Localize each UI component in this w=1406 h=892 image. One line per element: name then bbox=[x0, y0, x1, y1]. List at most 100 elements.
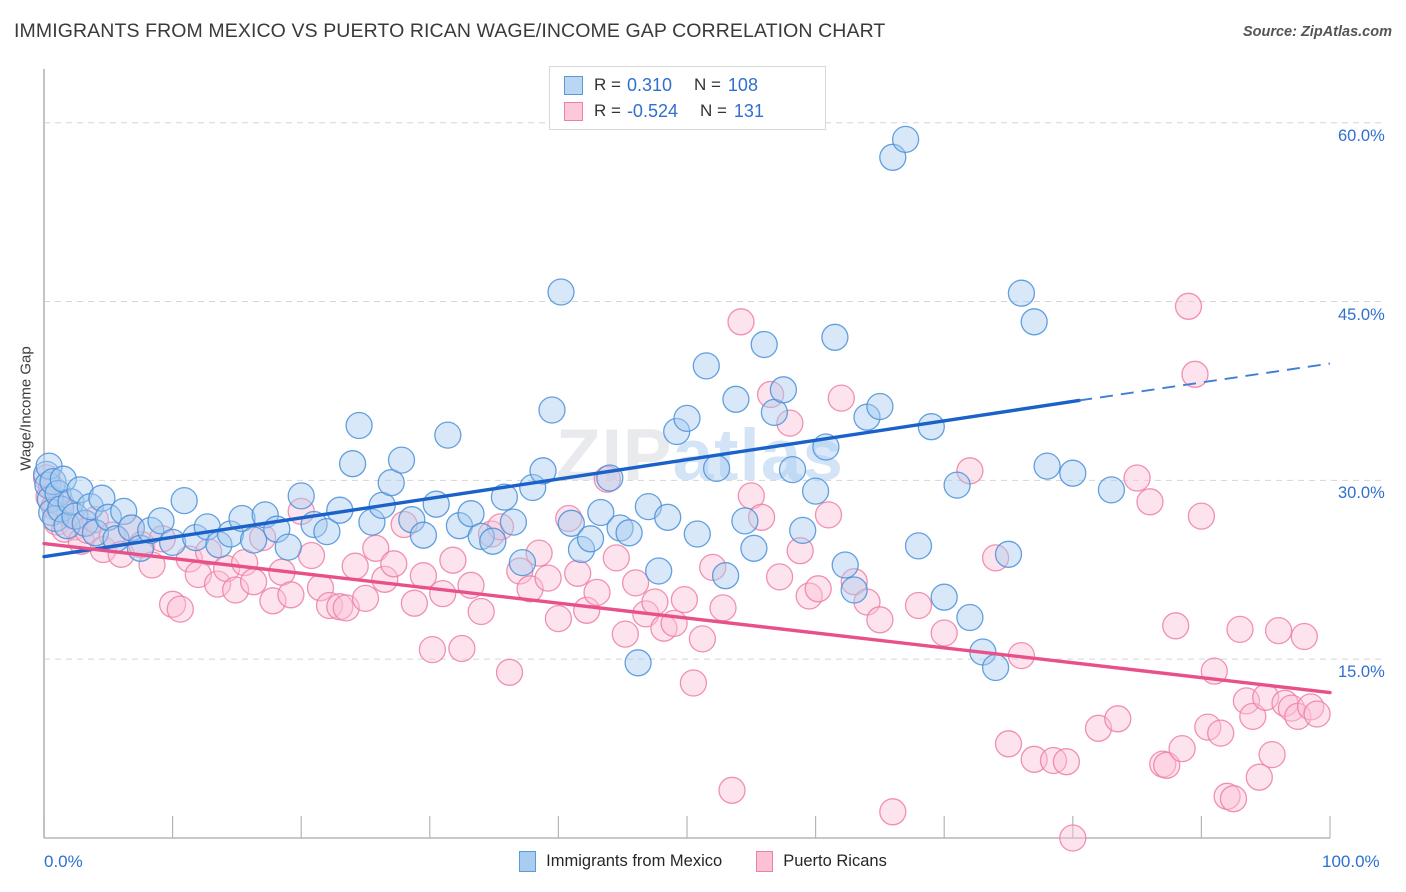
data-point bbox=[624, 649, 652, 677]
data-point bbox=[943, 471, 971, 499]
data-point bbox=[445, 512, 474, 540]
data-point bbox=[1239, 702, 1267, 731]
data-point bbox=[345, 411, 373, 440]
legend-swatch-puertorican bbox=[564, 101, 583, 121]
legend-r-label-puertorican: R = bbox=[594, 101, 621, 120]
data-point bbox=[1033, 452, 1061, 480]
data-point bbox=[49, 465, 77, 493]
data-point bbox=[573, 596, 601, 624]
data-point bbox=[434, 421, 462, 449]
data-point bbox=[747, 503, 776, 531]
data-point bbox=[1020, 308, 1048, 336]
series-legend-item-puertorican[interactable]: Puerto Ricans bbox=[756, 850, 887, 872]
data-point bbox=[917, 413, 945, 441]
y-axis-tick-label: 15.0% bbox=[1338, 663, 1385, 682]
data-point bbox=[147, 507, 175, 535]
data-point bbox=[1258, 740, 1286, 769]
series-legend-item-mexico[interactable]: Immigrants from Mexico bbox=[519, 850, 722, 872]
data-point bbox=[891, 125, 920, 154]
data-point bbox=[479, 527, 507, 555]
data-point bbox=[683, 520, 711, 548]
legend-n-value-puertorican: 131 bbox=[733, 100, 764, 121]
data-point bbox=[1194, 713, 1222, 741]
data-point bbox=[776, 409, 804, 437]
data-point bbox=[1219, 785, 1248, 813]
data-point bbox=[801, 477, 830, 505]
legend-r-label-mexico: R = bbox=[594, 75, 621, 94]
data-point bbox=[866, 606, 894, 634]
trend-line-extension bbox=[1079, 362, 1331, 402]
data-point bbox=[641, 588, 669, 616]
data-point bbox=[380, 550, 408, 578]
data-point bbox=[981, 653, 1010, 682]
data-point bbox=[1187, 502, 1216, 530]
series-label-puertorican: Puerto Ricans bbox=[783, 851, 887, 870]
data-point bbox=[66, 476, 94, 504]
data-point bbox=[621, 569, 650, 597]
legend-n-label-puertorican: N = bbox=[699, 101, 727, 120]
data-point bbox=[673, 404, 701, 433]
data-point bbox=[692, 352, 720, 380]
data-point bbox=[866, 392, 894, 421]
data-point bbox=[274, 533, 302, 561]
data-point bbox=[239, 526, 268, 554]
data-point bbox=[499, 508, 528, 536]
y-axis-tick-label: 60.0% bbox=[1338, 126, 1385, 145]
data-point bbox=[429, 579, 457, 608]
data-point bbox=[71, 509, 99, 537]
data-point bbox=[567, 535, 596, 564]
data-point bbox=[137, 516, 165, 545]
data-point bbox=[699, 553, 727, 582]
data-point bbox=[930, 619, 958, 647]
data-point bbox=[400, 589, 429, 617]
data-point bbox=[358, 508, 386, 536]
data-point bbox=[1136, 488, 1164, 516]
data-point bbox=[158, 590, 187, 618]
data-point bbox=[1181, 360, 1209, 388]
legend-n-value-mexico: 108 bbox=[727, 74, 758, 95]
data-point bbox=[170, 486, 198, 515]
data-point bbox=[166, 595, 194, 623]
page-title: IMMIGRANTS FROM MEXICO VS PUERTO RICAN W… bbox=[14, 20, 886, 42]
data-point bbox=[544, 604, 573, 633]
data-point bbox=[795, 582, 823, 610]
data-point bbox=[477, 520, 506, 548]
data-point bbox=[287, 482, 315, 510]
series-swatch-mexico bbox=[519, 850, 537, 872]
y-axis-tick-label: 45.0% bbox=[1338, 305, 1385, 324]
data-point bbox=[439, 546, 467, 574]
data-point bbox=[702, 454, 731, 483]
data-point bbox=[814, 501, 843, 529]
data-point bbox=[786, 537, 814, 565]
x-axis-max-label: 100.0% bbox=[1322, 852, 1380, 871]
data-point bbox=[259, 587, 287, 615]
data-point bbox=[831, 551, 859, 579]
data-point bbox=[1207, 719, 1235, 747]
data-point bbox=[606, 514, 634, 542]
data-point bbox=[827, 384, 855, 412]
data-point bbox=[840, 568, 868, 596]
data-point bbox=[387, 446, 416, 474]
data-point bbox=[1059, 459, 1087, 487]
data-point bbox=[158, 528, 187, 557]
data-point bbox=[351, 584, 380, 613]
data-point bbox=[1174, 292, 1203, 320]
data-point bbox=[1123, 464, 1151, 492]
data-point bbox=[313, 517, 341, 546]
data-point bbox=[525, 539, 553, 567]
source-attribution: Source: ZipAtlas.com bbox=[1242, 24, 1392, 40]
data-point bbox=[1059, 824, 1087, 852]
data-point bbox=[338, 450, 367, 478]
data-point bbox=[722, 385, 750, 413]
data-point bbox=[94, 503, 122, 531]
data-point bbox=[645, 557, 673, 585]
data-point bbox=[110, 497, 138, 526]
data-point bbox=[1007, 279, 1036, 307]
data-point bbox=[1226, 615, 1254, 644]
data-point bbox=[490, 483, 519, 511]
legend-n-label-mexico: N = bbox=[693, 75, 721, 94]
series-swatch-puertorican bbox=[756, 850, 774, 872]
data-point bbox=[467, 597, 495, 626]
